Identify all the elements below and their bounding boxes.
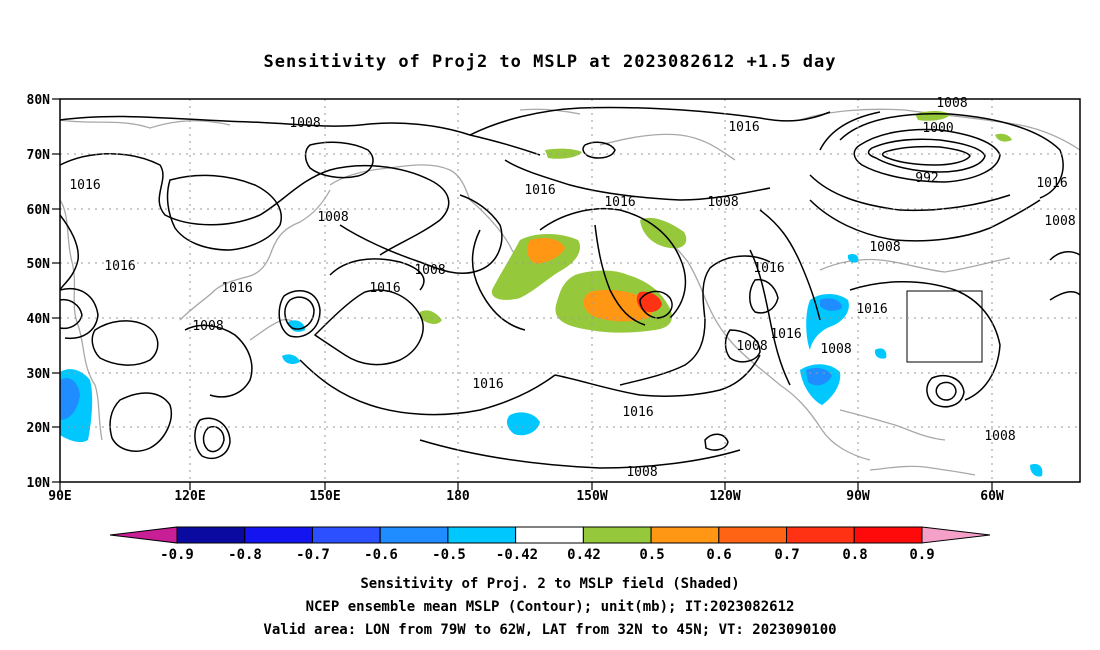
lon-tick-label: 90E <box>48 489 71 504</box>
colorbar-tick: -0.42 <box>496 547 538 563</box>
longitude-axis: 90E 120E 150E 180 150W 120W 90W 60W <box>48 489 1004 504</box>
colorbar-low-end <box>109 526 178 544</box>
lat-tick-label: 40N <box>27 312 51 327</box>
lon-tick-label: 150E <box>309 489 340 504</box>
shade-negative-gulf-core <box>806 368 832 386</box>
isobar-label: 1008 <box>317 210 348 225</box>
colorbar-swatch <box>244 526 313 544</box>
isobar-label: 1008 <box>414 263 445 278</box>
isobar-label: 1008 <box>289 116 320 131</box>
shade-negative-sea <box>282 354 300 364</box>
isobar-contours <box>59 106 1081 469</box>
colorbar-tick: 0.6 <box>706 547 731 563</box>
caption-block: Sensitivity of Proj. 2 to MSLP field (Sh… <box>263 576 836 638</box>
lon-tick-label: 60W <box>980 489 1004 504</box>
caption-line-1: Sensitivity of Proj. 2 to MSLP field (Sh… <box>360 576 739 592</box>
shade-positive-arctic-east <box>995 133 1012 142</box>
latitude-axis: 80N 70N 60N 50N 40N 30N 20N 10N <box>27 93 51 491</box>
isobar-label-layer: 1008 1008 1016 1008 1000 992 1016 1016 1… <box>69 96 1075 480</box>
lon-tick-label: 120W <box>709 489 740 504</box>
colorbar-swatch <box>786 526 855 544</box>
isobar-label: 1016 <box>104 259 135 274</box>
colorbar-swatch <box>582 526 652 544</box>
isobar-label: 1008 <box>707 195 738 210</box>
map-frame <box>59 98 1081 483</box>
colorbar-swatch <box>447 526 517 544</box>
shade-negative-india-core <box>60 378 80 420</box>
isobar-label: 1000 <box>922 121 953 136</box>
isobar-label: 1008 <box>820 342 851 357</box>
colorbar-swatch <box>853 526 923 544</box>
colorbar-swatch <box>379 526 449 544</box>
shade-negative-america-core <box>820 298 842 311</box>
colorbar-swatch <box>515 526 584 544</box>
caption-line-3: Valid area: LON from 79W to 62W, LAT fro… <box>263 622 836 638</box>
lat-tick-label: 20N <box>27 421 51 436</box>
colorbar: -0.9 -0.8 -0.7 -0.6 -0.5 -0.42 0.42 0.5 … <box>109 526 991 563</box>
shade-positive-west-core <box>527 238 565 264</box>
colorbar-tick: -0.7 <box>296 547 330 563</box>
colorbar-tick: 0.5 <box>639 547 664 563</box>
map-panel: 1008 1008 1016 1008 1000 992 1016 1016 1… <box>52 96 1081 490</box>
shade-negative-caribbean <box>1030 464 1043 477</box>
colorbar-tick: 0.9 <box>909 547 934 563</box>
isobar-label: 1016 <box>604 195 635 210</box>
isobar-label: 1016 <box>622 405 653 420</box>
colorbar-high-end <box>921 526 991 544</box>
lat-tick-label: 30N <box>27 367 51 382</box>
colorbar-tick-labels: -0.9 -0.8 -0.7 -0.6 -0.5 -0.42 0.42 0.5 … <box>160 547 935 563</box>
caption-line-2: NCEP ensemble mean MSLP (Contour); unit(… <box>306 599 795 615</box>
shade-negative-canada <box>847 253 859 263</box>
isobar-label: 1008 <box>1044 214 1075 229</box>
colorbar-tick: 0.8 <box>842 547 867 563</box>
isobar-label: 1016 <box>472 377 503 392</box>
lat-tick-label: 80N <box>27 93 51 108</box>
lon-tick-label: 90W <box>846 489 870 504</box>
isobar-label: 1016 <box>524 183 555 198</box>
shade-positive-central-core <box>583 289 654 322</box>
colorbar-swatch <box>718 526 788 544</box>
isobar-label: 1016 <box>856 302 887 317</box>
lat-tick-label: 60N <box>27 203 51 218</box>
lon-tick-label: 180 <box>446 489 470 504</box>
sensitivity-shading <box>60 111 1043 477</box>
isobar-label: 1008 <box>984 429 1015 444</box>
graticule <box>60 99 1080 482</box>
shade-positive-dateline <box>420 310 442 324</box>
isobar-label: 1016 <box>753 261 784 276</box>
colorbar-tick: -0.6 <box>364 547 398 563</box>
isobar-label: 1008 <box>626 465 657 480</box>
lat-tick-label: 50N <box>27 257 51 272</box>
shade-negative-pacific <box>506 412 540 436</box>
colorbar-tick: -0.9 <box>160 547 194 563</box>
colorbar-swatch <box>650 526 720 544</box>
isobar-label: 1016 <box>728 120 759 135</box>
isobar-label: 1016 <box>1036 176 1067 191</box>
isobar-label: 1008 <box>192 319 223 334</box>
axis-ticks <box>52 98 993 490</box>
lon-tick-label: 120E <box>174 489 205 504</box>
lon-tick-label: 150W <box>576 489 607 504</box>
isobar-label: 1016 <box>369 281 400 296</box>
colorbar-tick: -0.8 <box>228 547 262 563</box>
valid-area-box <box>906 290 983 363</box>
figure-title: Sensitivity of Proj2 to MSLP at 20230826… <box>264 52 837 72</box>
isobar-label: 1008 <box>736 339 767 354</box>
colorbar-tick: 0.7 <box>774 547 799 563</box>
colorbar-swatches <box>176 526 923 544</box>
isobar-label: 1016 <box>221 281 252 296</box>
colorbar-tick: -0.5 <box>432 547 466 563</box>
isobar-label: 1016 <box>770 327 801 342</box>
isobar-label: 992 <box>915 171 938 186</box>
colorbar-swatch <box>311 526 381 544</box>
lat-tick-label: 70N <box>27 148 51 163</box>
colorbar-tick: 0.42 <box>567 547 601 563</box>
colorbar-swatch <box>176 526 246 544</box>
shade-negative-florida <box>874 348 887 359</box>
shade-positive-nw <box>545 148 582 159</box>
isobar-label: 1016 <box>69 178 100 193</box>
isobar-label: 1008 <box>869 240 900 255</box>
lat-tick-label: 10N <box>27 476 51 491</box>
